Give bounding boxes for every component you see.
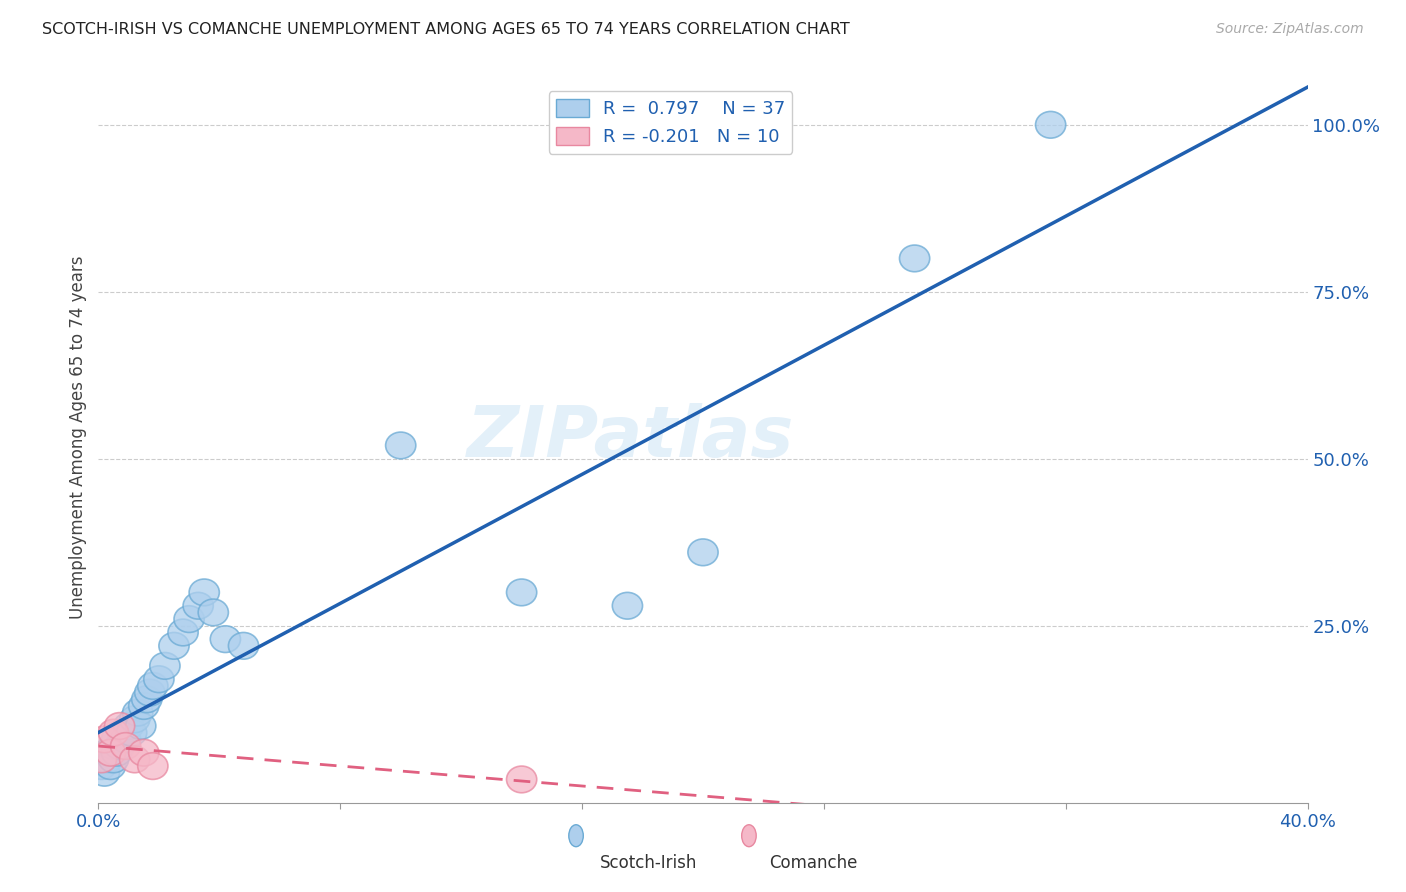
Text: Scotch-Irish: Scotch-Irish xyxy=(600,854,697,872)
Ellipse shape xyxy=(129,739,159,766)
Ellipse shape xyxy=(117,719,146,746)
Ellipse shape xyxy=(228,632,259,659)
Ellipse shape xyxy=(135,679,165,706)
Ellipse shape xyxy=(114,713,143,739)
Text: Source: ZipAtlas.com: Source: ZipAtlas.com xyxy=(1216,22,1364,37)
Ellipse shape xyxy=(211,626,240,653)
Legend: R =  0.797    N = 37, R = -0.201   N = 10: R = 0.797 N = 37, R = -0.201 N = 10 xyxy=(548,91,793,153)
Ellipse shape xyxy=(688,539,718,566)
Ellipse shape xyxy=(190,579,219,606)
Ellipse shape xyxy=(98,746,129,772)
Text: Comanche: Comanche xyxy=(769,854,858,872)
Ellipse shape xyxy=(385,432,416,458)
Ellipse shape xyxy=(900,245,929,272)
Ellipse shape xyxy=(506,766,537,793)
Ellipse shape xyxy=(107,719,138,746)
Ellipse shape xyxy=(93,746,122,772)
Ellipse shape xyxy=(120,746,150,772)
Ellipse shape xyxy=(159,632,188,659)
Ellipse shape xyxy=(86,746,117,772)
Ellipse shape xyxy=(742,825,756,847)
Ellipse shape xyxy=(120,706,150,732)
Ellipse shape xyxy=(132,686,162,713)
Ellipse shape xyxy=(86,753,117,780)
Text: SCOTCH-IRISH VS COMANCHE UNEMPLOYMENT AMONG AGES 65 TO 74 YEARS CORRELATION CHAR: SCOTCH-IRISH VS COMANCHE UNEMPLOYMENT AM… xyxy=(42,22,851,37)
Text: ZIPatlas: ZIPatlas xyxy=(467,402,794,472)
Ellipse shape xyxy=(90,759,120,786)
Ellipse shape xyxy=(93,739,122,766)
Ellipse shape xyxy=(613,592,643,619)
Ellipse shape xyxy=(138,753,167,780)
Ellipse shape xyxy=(183,592,214,619)
Ellipse shape xyxy=(104,732,135,759)
Ellipse shape xyxy=(101,739,132,766)
Ellipse shape xyxy=(506,579,537,606)
Ellipse shape xyxy=(98,719,129,746)
Ellipse shape xyxy=(90,726,120,753)
Ellipse shape xyxy=(138,673,167,699)
Y-axis label: Unemployment Among Ages 65 to 74 years: Unemployment Among Ages 65 to 74 years xyxy=(69,255,87,619)
Ellipse shape xyxy=(167,619,198,646)
Ellipse shape xyxy=(1036,112,1066,138)
Ellipse shape xyxy=(150,653,180,679)
Ellipse shape xyxy=(198,599,228,626)
Ellipse shape xyxy=(96,739,125,766)
Ellipse shape xyxy=(111,726,141,753)
Ellipse shape xyxy=(129,692,159,719)
Ellipse shape xyxy=(174,606,204,632)
Ellipse shape xyxy=(98,732,129,759)
Ellipse shape xyxy=(101,726,132,753)
Ellipse shape xyxy=(125,713,156,739)
Ellipse shape xyxy=(104,713,135,739)
Ellipse shape xyxy=(111,732,141,759)
Ellipse shape xyxy=(143,665,174,692)
Ellipse shape xyxy=(569,825,583,847)
Ellipse shape xyxy=(122,699,153,726)
Ellipse shape xyxy=(96,753,125,780)
